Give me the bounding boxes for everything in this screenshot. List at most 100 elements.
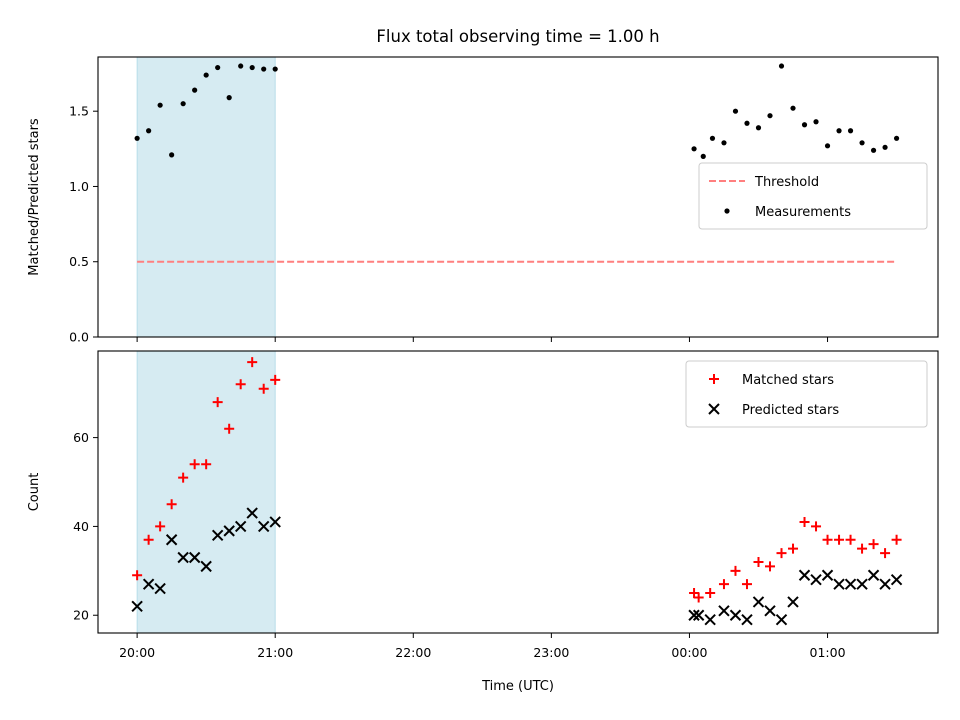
matched-star-point	[868, 539, 879, 550]
measurement-point	[180, 101, 186, 107]
x-tick-label: 22:00	[395, 645, 431, 660]
predicted-star-point	[688, 609, 700, 621]
measurement-point	[893, 135, 900, 141]
legend-measurements-swatch	[724, 208, 730, 214]
plot-area	[131, 357, 903, 626]
predicted-star-point	[718, 605, 730, 617]
measurement-point	[790, 105, 796, 111]
y-tick-label: 20	[73, 608, 89, 623]
legend-box	[685, 360, 928, 428]
y-tick-label: 1.5	[69, 104, 89, 119]
predicted-star-point	[704, 613, 716, 626]
measurement-point	[824, 143, 831, 149]
matched-star-point	[718, 579, 729, 590]
matched-star-point	[880, 548, 891, 559]
x-tick-label: 01:00	[810, 645, 846, 660]
x-axis-label: Time (UTC)	[481, 679, 554, 694]
predicted-star-point	[844, 578, 857, 590]
predicted-star-point	[775, 613, 788, 626]
measurement-point	[169, 152, 175, 158]
measurement-point	[249, 64, 255, 71]
legend-label: Measurements	[755, 205, 851, 220]
measurement-point	[801, 122, 808, 128]
predicted-star-point	[211, 529, 224, 542]
matched-star-point	[270, 374, 281, 385]
matched-star-point	[143, 534, 154, 545]
matched-star-point	[891, 534, 902, 545]
matched-star-point	[857, 543, 868, 554]
measurement-point	[272, 66, 278, 72]
measurement-point	[859, 140, 865, 146]
predicted-star-point	[257, 520, 270, 533]
measurement-point	[691, 146, 697, 152]
predicted-star-point	[246, 507, 258, 519]
predicted-star-point	[165, 534, 178, 546]
y-axis-label: Matched/Predicted stars	[27, 118, 42, 276]
predicted-star-point	[867, 569, 880, 581]
predicted-star-point	[741, 613, 753, 626]
predicted-star-point	[131, 600, 143, 613]
measurement-point	[882, 144, 888, 150]
matched-star-point	[258, 383, 269, 394]
legend-matched-swatch	[709, 374, 719, 384]
y-tick-label: 40	[73, 519, 89, 534]
measurement-point	[238, 63, 244, 69]
predicted-star-point	[154, 582, 166, 595]
legend-box	[698, 162, 928, 230]
matched-star-point	[178, 472, 189, 483]
x-tick-label: 00:00	[671, 645, 707, 660]
predicted-star-point	[879, 578, 891, 590]
y-tick-label: 60	[73, 430, 89, 445]
measurement-point	[261, 66, 267, 72]
measurement-point	[709, 135, 716, 141]
measurement-point	[767, 113, 773, 119]
matched-star-point	[689, 588, 700, 599]
matched-star-point	[212, 397, 223, 408]
matched-star-point	[132, 570, 143, 581]
matched-star-point	[224, 423, 235, 434]
measurement-point	[157, 102, 163, 108]
matched-star-point	[822, 534, 833, 545]
y-tick-label: 0.0	[69, 330, 89, 345]
measurement-point	[146, 128, 152, 134]
matched-star-point	[834, 534, 845, 545]
matched-star-point	[155, 521, 166, 532]
predicted-star-point	[810, 574, 822, 586]
observing-window-shade	[137, 57, 276, 337]
measurement-point	[134, 135, 140, 141]
measurement-point	[192, 87, 198, 93]
predicted-star-point	[890, 574, 903, 586]
measurement-point	[215, 64, 221, 71]
legend: Threshold Measurements	[698, 162, 928, 230]
matched-star-point	[201, 459, 212, 470]
predicted-star-point	[752, 596, 765, 608]
matched-star-point	[765, 561, 775, 572]
measurement-point	[203, 72, 209, 78]
matched-star-point	[788, 543, 799, 554]
series-predicted-stars	[131, 507, 903, 626]
matched-star-point	[845, 534, 856, 545]
predicted-star-point	[798, 569, 811, 581]
legend-predicted-swatch	[708, 403, 720, 415]
chart-title: Flux total observing time = 1.00 h	[376, 27, 659, 46]
measurement-point	[744, 120, 750, 126]
x-tick-label: 20:00	[119, 645, 155, 660]
y-tick-label: 1.0	[69, 179, 89, 194]
predicted-star-point	[142, 578, 155, 590]
matched-star-point	[753, 556, 764, 567]
ratio-panel: 0.0 0.5 1.0 1.5 Matched/Predicted stars Thres…	[27, 56, 939, 345]
measurement-point	[755, 125, 762, 131]
measurement-point	[700, 153, 706, 159]
observing-window-shade	[137, 351, 276, 633]
predicted-star-point	[234, 520, 247, 533]
legend-label: Threshold	[754, 175, 819, 190]
measurement-point	[732, 108, 739, 114]
measurement-point	[721, 140, 727, 146]
x-tick-label: 21:00	[257, 645, 293, 660]
matched-star-point	[693, 592, 704, 603]
predicted-star-point	[787, 596, 799, 608]
predicted-star-point	[188, 551, 201, 564]
count-panel: 20 40 60 20:00 21:00 22:00 23:00 00:00 01:00 Coun…	[27, 350, 939, 660]
predicted-star-point	[729, 609, 742, 621]
predicted-star-point	[269, 516, 281, 528]
